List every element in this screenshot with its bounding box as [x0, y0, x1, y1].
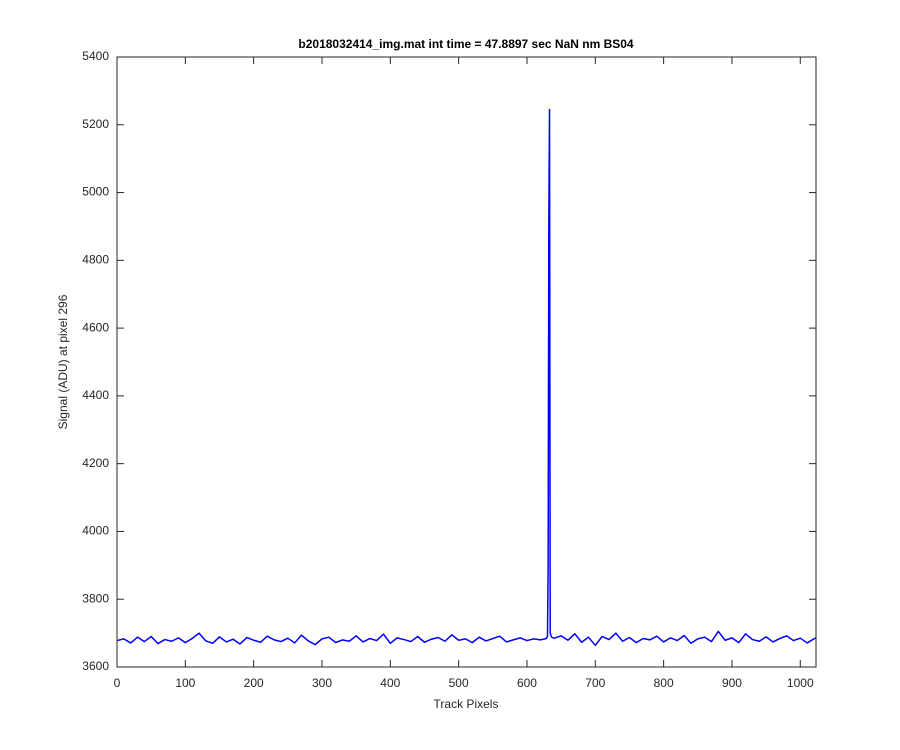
chart-title: b2018032414_img.mat int time = 47.8897 s…: [298, 37, 634, 51]
plot-frame: [116, 56, 817, 668]
y-tick-label: 3800: [82, 591, 109, 605]
x-tick-label: 800: [654, 676, 674, 690]
y-tick-label: 4000: [82, 524, 109, 538]
x-tick-label: 1000: [787, 676, 814, 690]
y-axis-label: Signal (ADU) at pixel 296: [56, 294, 70, 429]
y-tick-label: 4200: [82, 456, 109, 470]
y-tick-label: 3600: [82, 659, 109, 673]
x-tick-label: 600: [517, 676, 537, 690]
x-tick-label: 300: [312, 676, 332, 690]
x-tick-label: 200: [244, 676, 264, 690]
y-tick-label: 5400: [82, 49, 109, 63]
y-tick-label: 5200: [82, 117, 109, 131]
y-tick-label: 5000: [82, 185, 109, 199]
y-tick-label: 4600: [82, 320, 109, 334]
x-axis-label: Track Pixels: [434, 697, 499, 711]
x-tick-label: 900: [722, 676, 742, 690]
y-tick-label: 4800: [82, 253, 109, 267]
data-line: [116, 108, 817, 647]
x-tick-label: 0: [114, 676, 121, 690]
y-tick-label: 4400: [82, 388, 109, 402]
x-tick-label: 100: [175, 676, 195, 690]
x-tick-label: 700: [585, 676, 605, 690]
x-tick-label: 500: [449, 676, 469, 690]
x-tick-label: 400: [380, 676, 400, 690]
